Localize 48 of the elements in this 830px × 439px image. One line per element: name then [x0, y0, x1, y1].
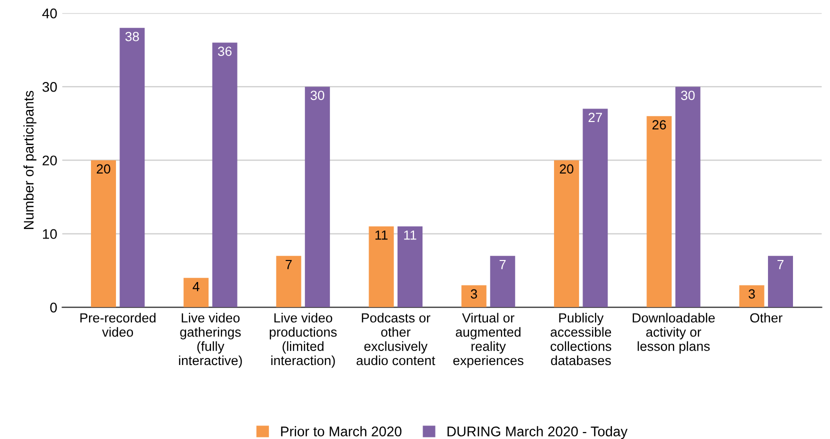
y-tick-label: 10	[43, 229, 57, 239]
x-tick-label: Other	[750, 312, 782, 323]
bar	[90, 160, 116, 308]
x-tick-label: Virtual or augmented reality experiences	[453, 312, 524, 368]
data-label: 27	[588, 112, 602, 122]
data-label: 4	[192, 282, 200, 292]
bar	[582, 108, 608, 308]
y-axis-title: Number of participants	[23, 90, 36, 229]
bar	[120, 28, 145, 308]
y-tick-label: 0	[50, 302, 57, 312]
data-label: 36	[218, 46, 232, 56]
data-label: 26	[652, 120, 666, 130]
bar	[554, 160, 580, 308]
data-label: 38	[125, 32, 139, 42]
legend-label: DURING March 2020 - Today	[448, 426, 628, 439]
bar	[184, 278, 209, 308]
data-label: 7	[777, 260, 784, 270]
x-tick-label: Publicly accessible collections databases	[550, 312, 612, 366]
data-label: 30	[681, 90, 695, 100]
bar	[768, 256, 793, 308]
data-label: 20	[96, 164, 110, 174]
data-label: 7	[500, 260, 506, 270]
x-tick-label: Pre-recorded video	[80, 312, 156, 337]
data-label: 30	[310, 90, 324, 100]
bar	[490, 256, 516, 308]
bar	[675, 86, 700, 308]
bar	[646, 116, 672, 308]
data-label: 11	[404, 230, 416, 240]
y-tick-label: 30	[42, 82, 57, 92]
bar	[304, 86, 330, 308]
bar	[739, 285, 764, 308]
bar	[212, 42, 238, 308]
x-tick-label: Live video productions (limited interaction)	[270, 312, 337, 368]
y-tick-label: 40	[42, 8, 57, 18]
bar	[368, 226, 394, 308]
data-label: 7	[286, 260, 292, 270]
bar	[461, 285, 486, 308]
bar	[398, 226, 423, 308]
x-tick-label: Live video gatherings (fully interactive)	[179, 312, 242, 368]
data-label: 3	[470, 289, 478, 299]
data-label: 3	[748, 289, 755, 299]
x-tick-label: Downloadable activity or lesson plans	[632, 312, 715, 354]
bar	[276, 256, 302, 308]
y-tick-label: 20	[42, 156, 57, 166]
legend-label: Prior to March 2020	[281, 426, 402, 436]
data-label: 11	[375, 230, 388, 240]
x-tick-label: Podcasts or other exclusively audio content	[356, 312, 436, 366]
data-label: 20	[560, 164, 574, 174]
